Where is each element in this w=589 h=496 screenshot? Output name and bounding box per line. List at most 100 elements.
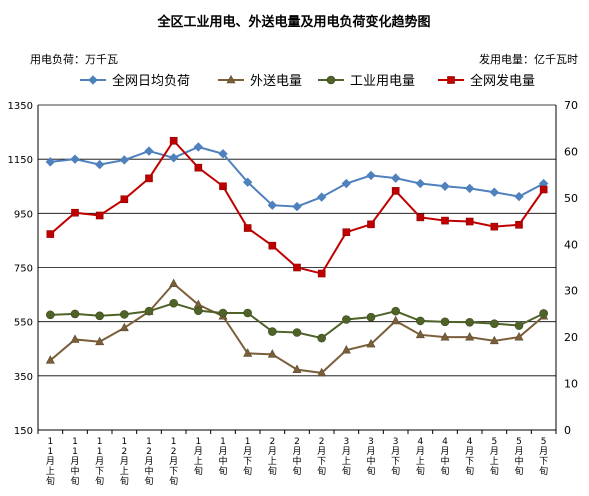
series-0-point-7 — [218, 149, 228, 159]
series-0-point-1 — [70, 154, 80, 164]
series-3-point-12 — [342, 228, 351, 237]
series-1-point-3 — [119, 322, 129, 332]
series-1-point-19 — [514, 332, 524, 341]
x-tick-label-17: 4 月下旬 — [465, 437, 474, 477]
series-2-point-19 — [514, 321, 524, 330]
x-tick-label-15: 4 月上旬 — [416, 437, 425, 477]
x-tick-label-10: 2 月中旬 — [292, 437, 301, 477]
legend-marker-0 — [88, 75, 98, 85]
series-3-point-10 — [293, 263, 301, 272]
x-tick-label-7: 1 月中旬 — [218, 437, 227, 477]
series-2-point-20 — [539, 309, 548, 318]
series-3-point-14 — [391, 187, 400, 195]
series-2-point-17 — [465, 317, 474, 327]
x-tick-label-19: 5 月中旬 — [514, 437, 523, 477]
series-0-point-12 — [341, 178, 352, 189]
y-left-tick-label-2: 550 — [14, 318, 33, 329]
x-tick-label-9: 2 月上旬 — [268, 437, 277, 477]
series-3-point-6 — [194, 163, 203, 172]
series-1-point-14 — [391, 315, 401, 325]
series-2-point-16 — [440, 317, 450, 327]
series-2-point-12 — [342, 315, 351, 324]
series-0-point-16 — [440, 181, 450, 191]
x-tick-label-2: 1 1 月下旬 — [95, 437, 104, 487]
series-2-point-15 — [416, 316, 425, 326]
series-3-point-2 — [95, 211, 104, 220]
legend-label-1: 外送电量 — [250, 74, 302, 89]
series-3-point-4 — [145, 174, 153, 183]
legend-marker-3 — [447, 76, 455, 84]
series-1-point-0 — [45, 355, 55, 364]
x-tick-label-16: 4 月中旬 — [440, 437, 449, 477]
series-2-point-4 — [144, 306, 154, 316]
series-1-point-8 — [243, 348, 253, 357]
right-axis-unit: 发用电量：亿千瓦时 — [479, 52, 578, 66]
series-1-point-1 — [70, 334, 80, 343]
series-2-point-9 — [268, 327, 277, 336]
y-right-tick-label-6: 60 — [564, 145, 578, 158]
series-0-point-10 — [292, 201, 302, 212]
series-2-point-3 — [120, 310, 129, 319]
series-1 — [45, 278, 549, 377]
y-left-tick-label-0: 150 — [14, 426, 33, 437]
legend-marker-2 — [326, 75, 336, 85]
series-2-point-10 — [292, 328, 302, 337]
x-tick-label-0: 1 1 月上旬 — [46, 437, 55, 487]
legend-label-3: 全网发电量 — [470, 73, 535, 89]
series-0-point-13 — [366, 170, 376, 181]
series-0-point-11 — [316, 192, 327, 202]
legend-label-2: 工业用电量 — [350, 74, 415, 89]
series-2-point-6 — [194, 306, 203, 315]
left-axis-unit: 用电负荷：万千瓦 — [30, 52, 118, 66]
series-2-point-2 — [95, 311, 104, 321]
series-1-point-13 — [366, 338, 376, 348]
series-3-point-1 — [71, 208, 79, 217]
series-0-point-18 — [489, 187, 500, 197]
series-0-point-6 — [193, 142, 204, 152]
series-3-point-20 — [539, 185, 548, 194]
x-tick-label-3: 1 2 月上旬 — [120, 437, 129, 487]
series-0-point-0 — [45, 157, 56, 167]
series-0-point-8 — [242, 177, 253, 187]
series-1-point-2 — [95, 336, 105, 346]
x-tick-label-11: 2 月下旬 — [317, 437, 326, 477]
series-0-point-4 — [144, 146, 154, 156]
chart-title: 全区工业用电、外送电量及用电负荷变化趋势图 — [156, 14, 430, 30]
legend-marker-1 — [226, 74, 236, 84]
chart-legend: 全网日均负荷 外送电量 工业用电量 全网发电量 — [80, 73, 535, 89]
y-left-tick-label-1: 350 — [14, 372, 33, 383]
y-right-tick-label-2: 20 — [564, 331, 578, 344]
y-right-tick-label-0: 0 — [564, 424, 571, 437]
x-tick-label-18: 5 月上旬 — [490, 437, 499, 477]
series-2-point-0 — [46, 310, 55, 320]
series-3-point-13 — [367, 220, 375, 229]
series-0-point-19 — [514, 191, 524, 202]
series-3-point-19 — [515, 220, 523, 229]
y-right-tick-label-3: 30 — [564, 285, 578, 298]
series-3 — [46, 136, 548, 278]
x-tick-label-20: 5 月下旬 — [539, 437, 548, 477]
chart-tick-labels: 150 350 550 750 950 1150 1350 0 10 20 30 40 50 60 70 1 1… — [8, 99, 578, 487]
series-0-point-3 — [119, 155, 130, 165]
chart-axes — [37, 105, 557, 434]
x-tick-label-13: 3 月中旬 — [366, 437, 375, 477]
y-right-tick-label-4: 40 — [564, 238, 578, 251]
series-3-point-17 — [465, 217, 474, 226]
series-1-point-15 — [415, 329, 425, 339]
legend-label-0: 全网日均负荷 — [112, 73, 190, 89]
series-2-point-13 — [366, 312, 376, 322]
series-1-point-12 — [341, 345, 351, 354]
series-1-point-5 — [169, 278, 179, 288]
y-right-tick-label-5: 50 — [564, 192, 578, 205]
series-1-point-11 — [317, 367, 327, 377]
chart-series-layer — [45, 136, 549, 377]
series-1-point-9 — [267, 349, 277, 358]
x-tick-label-14: 3 月下旬 — [391, 437, 400, 477]
x-tick-label-1: 1 1 月中旬 — [70, 437, 79, 487]
series-3-point-5 — [169, 136, 178, 145]
series-2-point-8 — [243, 308, 252, 318]
y-left-tick-label-5: 1150 — [8, 155, 33, 166]
series-1-point-17 — [465, 332, 475, 341]
